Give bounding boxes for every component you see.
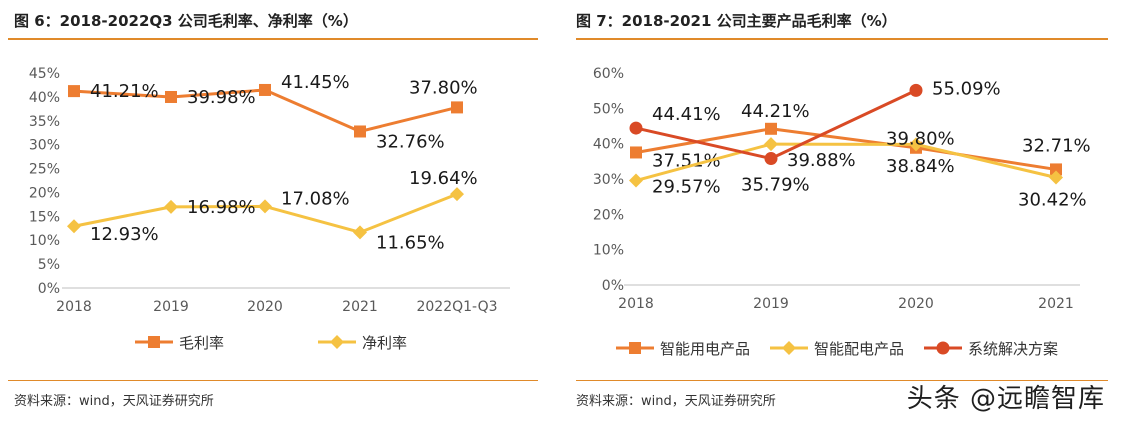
x-tick-label: 2021 bbox=[342, 299, 378, 315]
legend-marker bbox=[148, 336, 160, 348]
legend-label: 智能配电产品 bbox=[814, 340, 904, 358]
data-point bbox=[629, 121, 643, 135]
data-label: 44.21% bbox=[741, 101, 810, 122]
x-tick-label: 2019 bbox=[753, 296, 789, 312]
data-point bbox=[450, 187, 464, 202]
y-tick-label: 30% bbox=[593, 172, 624, 188]
data-point bbox=[165, 90, 177, 103]
y-tick-label: 40% bbox=[593, 137, 624, 153]
data-point bbox=[765, 122, 777, 135]
data-point bbox=[764, 137, 778, 152]
source-note: 资料来源：wind，天风证券研究所 bbox=[14, 394, 214, 409]
data-label: 39.80% bbox=[886, 128, 955, 149]
legend-label: 系统解决方案 bbox=[968, 340, 1058, 358]
watermark: 头条 @远瞻智库 bbox=[906, 384, 1105, 414]
x-tick-label: 2018 bbox=[56, 299, 92, 315]
legend-label: 毛利率 bbox=[179, 334, 224, 352]
series-line bbox=[635, 142, 1057, 182]
y-tick-label: 20% bbox=[593, 207, 624, 223]
data-label: 30.42% bbox=[1018, 190, 1087, 211]
legend-label: 净利率 bbox=[362, 334, 407, 352]
legend-marker bbox=[330, 335, 344, 349]
data-label: 35.79% bbox=[741, 175, 810, 196]
x-tick-label: 2020 bbox=[898, 296, 934, 312]
data-label: 41.45% bbox=[281, 72, 350, 93]
data-point bbox=[630, 146, 642, 159]
data-point bbox=[764, 152, 778, 166]
x-tick-label: 2021 bbox=[1038, 296, 1074, 312]
figure-7-panel: 图 7：2018-2021 公司主要产品毛利率（%） 0% 10% 20% 30% 40… bbox=[568, 0, 1123, 424]
data-label: 32.71% bbox=[1022, 135, 1091, 156]
y-tick-label: 30% bbox=[29, 138, 60, 154]
data-label: 37.51% bbox=[652, 150, 721, 171]
title-rule bbox=[8, 38, 538, 40]
data-label: 19.64% bbox=[409, 168, 478, 189]
figure-6-panel: 图 6：2018-2022Q3 公司毛利率、净利率（%） 0% 5% 10% 15% 2… bbox=[0, 0, 545, 424]
x-tick-label: 2019 bbox=[153, 299, 189, 315]
x-tick-label: 2018 bbox=[618, 296, 654, 312]
legend-marker bbox=[782, 341, 796, 355]
y-tick-label: 25% bbox=[29, 162, 60, 178]
source-rule bbox=[8, 380, 538, 381]
data-label: 39.98% bbox=[187, 87, 256, 108]
data-label: 11.65% bbox=[376, 232, 445, 253]
y-tick-label: 5% bbox=[38, 257, 60, 273]
data-point bbox=[353, 225, 367, 240]
y-tick-label: 0% bbox=[602, 278, 624, 294]
title-rule bbox=[576, 38, 1108, 40]
data-point bbox=[67, 219, 81, 234]
data-point bbox=[909, 137, 923, 152]
legend-marker bbox=[629, 342, 641, 354]
data-label: 39.88% bbox=[787, 150, 856, 171]
figure-title: 图 6：2018-2022Q3 公司毛利率、净利率（%） bbox=[14, 12, 358, 30]
y-tick-label: 50% bbox=[593, 101, 624, 117]
legend-label: 智能用电产品 bbox=[660, 340, 750, 358]
series-line bbox=[635, 127, 1057, 171]
y-tick-label: 10% bbox=[593, 243, 624, 259]
y-tick-label: 45% bbox=[29, 66, 60, 82]
legend-marker bbox=[936, 341, 950, 355]
y-tick-label: 40% bbox=[29, 90, 60, 106]
y-tick-label: 60% bbox=[593, 66, 624, 82]
y-tick-label: 20% bbox=[29, 185, 60, 201]
data-label: 32.76% bbox=[376, 131, 445, 152]
data-label: 29.57% bbox=[652, 177, 721, 198]
y-tick-label: 10% bbox=[29, 233, 60, 249]
x-tick-label: 2022Q1-Q3 bbox=[416, 299, 497, 315]
data-point bbox=[1049, 170, 1063, 185]
data-point bbox=[1050, 163, 1062, 176]
data-point bbox=[259, 83, 271, 96]
y-tick-label: 35% bbox=[29, 114, 60, 130]
source-note: 资料来源：wind，天风证券研究所 bbox=[576, 394, 776, 409]
data-point bbox=[629, 173, 643, 188]
data-label: 44.41% bbox=[652, 104, 721, 125]
data-label: 37.80% bbox=[409, 77, 478, 98]
data-label: 38.84% bbox=[886, 156, 955, 177]
data-label: 16.98% bbox=[187, 197, 256, 218]
data-label: 12.93% bbox=[90, 224, 159, 245]
data-label: 17.08% bbox=[281, 188, 350, 209]
y-tick-label: 15% bbox=[29, 209, 60, 225]
margin-line-chart: 0% 5% 10% 15% 20% 25% 30% 35% 40% 45% 2018 2019 2020… bbox=[29, 66, 510, 352]
data-point bbox=[354, 125, 366, 138]
data-label: 55.09% bbox=[932, 78, 1001, 99]
data-point bbox=[68, 85, 80, 98]
data-point bbox=[909, 83, 923, 97]
data-label: 41.21% bbox=[90, 81, 159, 102]
figure-title: 图 7：2018-2021 公司主要产品毛利率（%） bbox=[576, 12, 897, 30]
data-point bbox=[164, 199, 178, 214]
product-margin-line-chart: 0% 10% 20% 30% 40% 50% 60% 2018 2019 2020 2021 37.5… bbox=[593, 66, 1091, 358]
data-point bbox=[258, 199, 272, 214]
y-tick-label: 0% bbox=[38, 281, 60, 297]
source-rule bbox=[576, 380, 1108, 381]
x-tick-label: 2020 bbox=[247, 299, 283, 315]
data-point bbox=[451, 101, 463, 114]
